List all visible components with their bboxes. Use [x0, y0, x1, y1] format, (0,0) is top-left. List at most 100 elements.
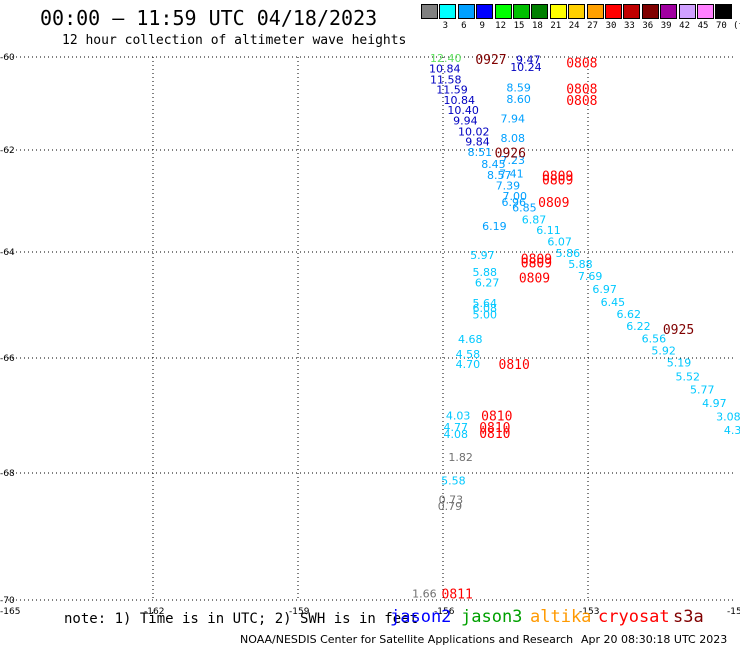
swh-value-label: 5.97	[470, 249, 495, 262]
time-label: 0810	[481, 410, 512, 425]
lon-tick-label: -156	[434, 607, 455, 617]
swh-value-label: 5.00	[473, 309, 498, 322]
lat-tick-label: -66	[0, 354, 15, 364]
swh-value-label: 7.69	[578, 270, 603, 283]
legend-label: 70	[715, 21, 727, 31]
swh-value-label: 8.45	[481, 158, 506, 171]
legend-label: 39	[660, 21, 672, 31]
time-label: 0810	[479, 427, 510, 442]
swh-value-label: 7.39	[496, 180, 521, 193]
time-label: 0926	[495, 147, 526, 162]
legend-label: 30	[605, 21, 617, 31]
swh-value-label: 11.58	[430, 73, 462, 86]
swh-value-label: 7.00	[502, 190, 527, 203]
swh-value-label: 5.88	[473, 266, 498, 279]
swh-value-label: 5.58	[441, 475, 466, 488]
time-label: 0809	[542, 170, 573, 185]
swh-value-label: 6.08	[473, 302, 498, 315]
credit-line: NOAA/NESDIS Center for Satellite Applica…	[240, 633, 574, 646]
swh-value-label: 5.52	[676, 370, 701, 383]
lon-tick-label: -150	[727, 607, 740, 617]
time-label: 0809	[519, 271, 550, 286]
legend-label: 21	[550, 21, 562, 31]
time-label: 0810	[499, 358, 530, 373]
swh-value-label: 12.40	[430, 52, 462, 65]
footer-note: note: 1) Time is in UTC; 2) SWH is in fe…	[64, 611, 419, 627]
swh-value-label: 4.97	[702, 397, 727, 410]
legend-label: 24	[568, 21, 580, 31]
swh-value-label: 8.59	[506, 82, 531, 95]
legend-swatch	[641, 4, 659, 19]
swh-value-label: 4.08	[444, 428, 469, 441]
swh-value-label: 7.94	[501, 112, 526, 125]
legend-swatch	[715, 4, 733, 19]
time-label: 0927	[475, 53, 506, 68]
legend-swatch	[697, 4, 714, 19]
swh-value-label: 7.41	[499, 167, 524, 180]
legend-swatch	[494, 4, 512, 19]
swh-value-label: 4.3	[724, 424, 740, 437]
time-label: 0810	[479, 421, 510, 436]
legend-swatch	[513, 4, 530, 19]
swh-value-label: 9.47	[516, 53, 541, 66]
lon-tick-label: -153	[579, 607, 599, 617]
legend-label: 12	[495, 21, 507, 31]
legend-label: 15	[513, 21, 525, 31]
legend-swatch	[421, 4, 438, 19]
swh-value-label: 6.27	[475, 277, 500, 290]
swh-value-label: 4.77	[444, 421, 469, 434]
swh-value-label: 6.87	[522, 213, 547, 226]
swh-value-label: 8.60	[506, 93, 531, 106]
swh-value-label: 3.08	[716, 411, 740, 424]
lon-tick-label: -159	[289, 607, 310, 617]
swh-value-label: 5.86	[556, 247, 581, 260]
legend-swatch	[605, 4, 622, 19]
time-label: 0809	[521, 257, 552, 272]
lat-tick-label: -60	[0, 53, 15, 63]
swh-value-label: 9.84	[465, 136, 490, 149]
swh-value-label: 8.51	[468, 146, 493, 159]
legend-label: 42	[679, 21, 691, 31]
swh-value-label: 4.58	[456, 348, 481, 361]
swh-value-label: 1.82	[448, 451, 473, 464]
satellite-jason3: jason3	[461, 607, 523, 627]
swh-value-label: 4.03	[446, 410, 471, 423]
legend-label: 33	[623, 21, 635, 31]
satellite-jason2: jason2	[390, 607, 452, 627]
legend-swatch	[439, 4, 457, 19]
swh-value-label: 5.92	[651, 345, 676, 358]
legend-swatch	[531, 4, 549, 19]
swh-value-label: 4.70	[456, 358, 481, 371]
swh-value-label: 10.40	[447, 104, 479, 117]
legend-label: 18	[531, 21, 543, 31]
page-subtitle: 12 hour collection of altimeter wave hei…	[62, 33, 407, 48]
swh-value-label: 5.77	[690, 384, 715, 397]
swh-value-label: 6.19	[482, 220, 507, 233]
swh-value-label: 11.59	[436, 84, 468, 97]
swh-value-label: 6.07	[547, 235, 572, 248]
legend-label: 45	[697, 21, 709, 31]
page-title: 00:00 – 11:59 UTC 04/18/2023	[40, 6, 378, 30]
swh-value-label: 8.57	[487, 169, 512, 182]
swh-value-label: 4.68	[458, 333, 483, 346]
swh-value-label: 6.85	[512, 202, 537, 215]
time-label: 0808	[566, 94, 597, 109]
swh-value-label: 5.88	[568, 258, 593, 271]
legend-swatch	[457, 4, 475, 19]
satellite-s3a: s3a	[673, 607, 704, 627]
swh-value-label: 8.08	[501, 132, 526, 145]
lon-tick-label: -165	[0, 607, 20, 617]
lat-tick-label: -68	[0, 469, 15, 479]
time-label: 0925	[663, 323, 694, 338]
time-label: 0809	[538, 196, 569, 211]
swh-value-label: 10.84	[444, 94, 476, 107]
time-label: 0811	[442, 588, 473, 603]
legend-swatch	[623, 4, 641, 19]
swh-value-label: 6.62	[617, 308, 642, 321]
legend-label: 3	[442, 21, 449, 31]
legend-label: 9	[479, 21, 485, 31]
swh-value-label: 0.79	[438, 500, 463, 513]
legend-swatch	[586, 4, 604, 19]
swh-value-label: 7.23	[501, 154, 526, 167]
